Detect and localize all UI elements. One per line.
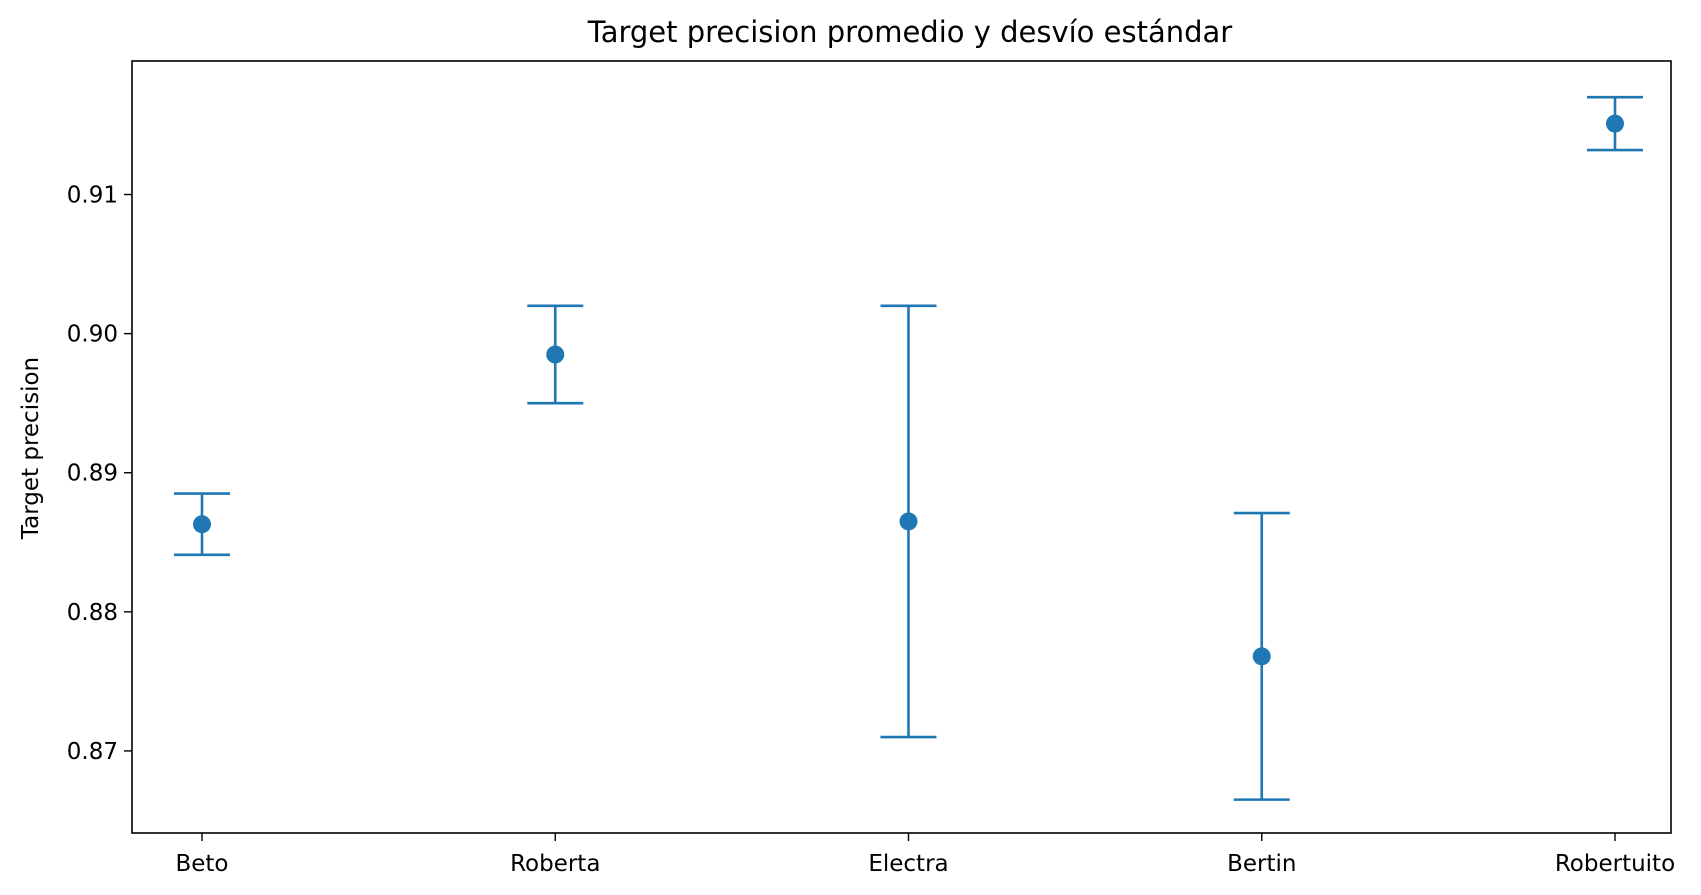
mean-point [546, 345, 565, 364]
errorbar-group [527, 304, 584, 405]
x-tick-label: Electra [868, 851, 948, 877]
errorbar-group [174, 492, 230, 557]
y-tick-label: 0.89 [67, 461, 118, 487]
mean-point [1252, 647, 1271, 666]
x-tick-label: Robertuito [1555, 851, 1675, 877]
axis-ticks: 0.87 0.88 0.89 0.90 0.91 Beto Roberta Electra Be… [67, 183, 1675, 877]
mean-point [1606, 114, 1624, 133]
errorbar-group [880, 304, 937, 739]
plot-area-frame [131, 60, 1672, 834]
y-tick-label: 0.90 [67, 322, 118, 348]
y-axis-label: Target precision [18, 357, 44, 540]
x-tick-label: Bertin [1227, 851, 1296, 877]
y-tick-label: 0.88 [67, 600, 118, 626]
mean-point [899, 512, 918, 531]
errorbar-group [1233, 511, 1290, 801]
chart-title: Target precision promedio y desvío están… [587, 15, 1233, 49]
x-tick-label: Beto [175, 851, 228, 877]
y-tick-label: 0.91 [67, 183, 118, 209]
errorbar-group [1587, 95, 1643, 152]
x-tick-label: Roberta [510, 851, 600, 877]
data-marks [174, 95, 1643, 801]
y-tick-label: 0.87 [67, 739, 118, 765]
mean-point [193, 515, 211, 534]
